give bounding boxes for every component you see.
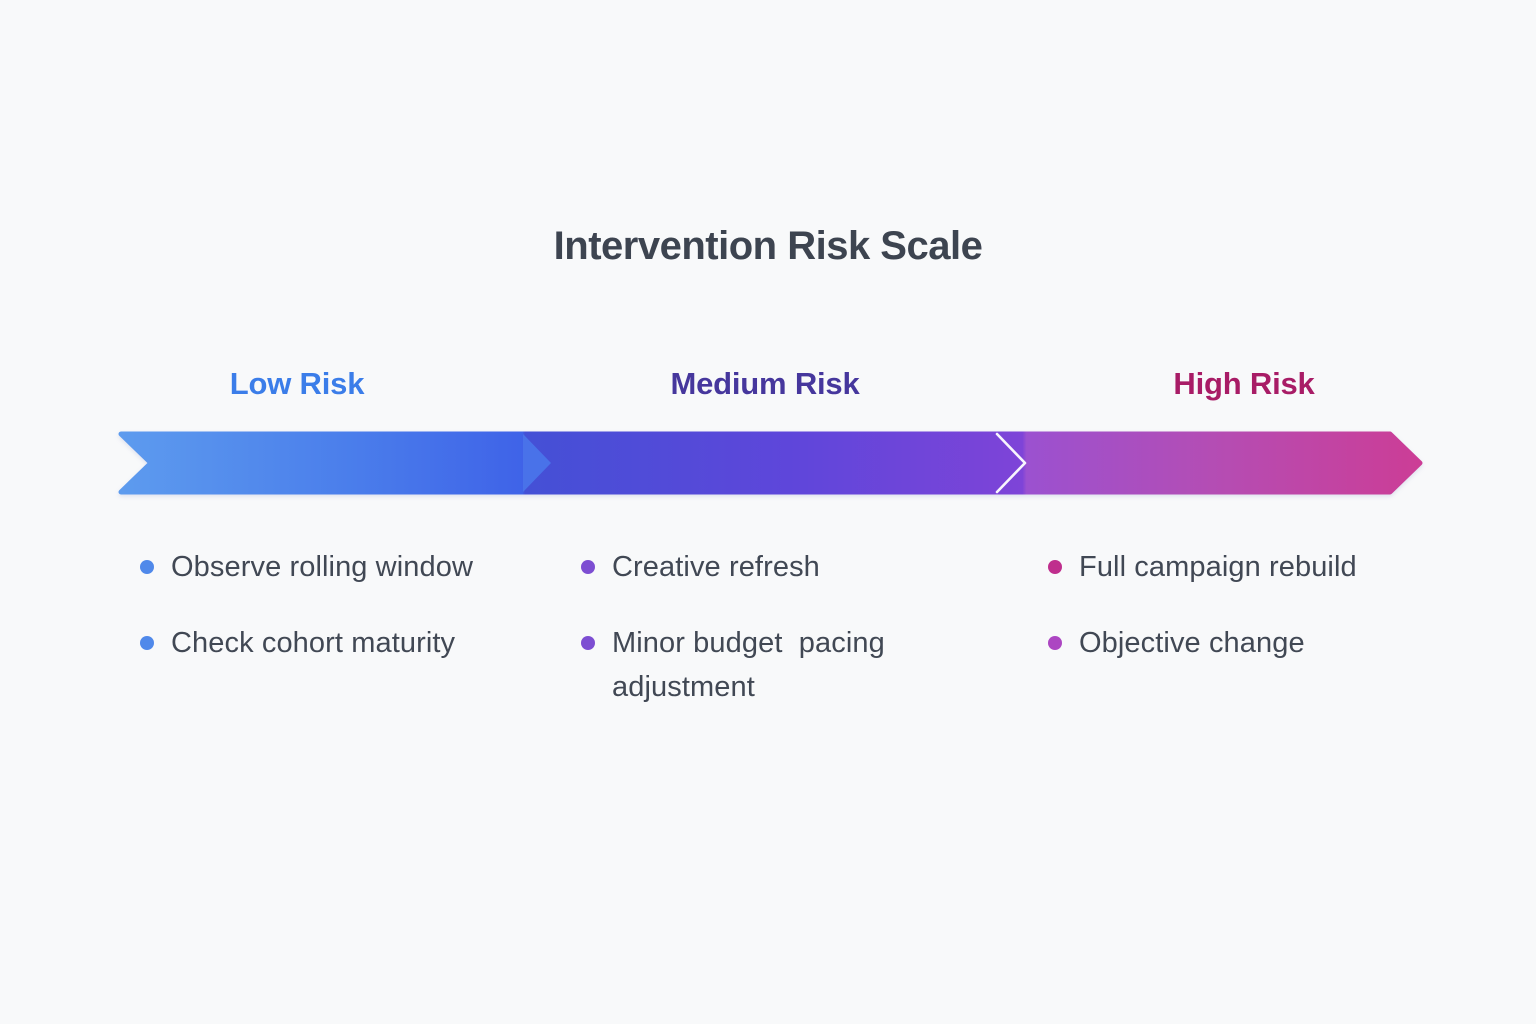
arrow-low-medium-chevron xyxy=(523,434,551,492)
list-item-label: Check cohort maturity xyxy=(171,627,456,659)
list-item: Creative refresh xyxy=(581,545,961,589)
risk-gradient-arrow xyxy=(118,431,1423,495)
bullet-dot-icon xyxy=(1048,560,1062,574)
list-item: Objective change xyxy=(1048,621,1448,665)
list-item: Full campaign rebuild xyxy=(1048,545,1448,589)
list-item-label: Full campaign rebuild xyxy=(1079,551,1357,583)
arrow-medium-high-divider xyxy=(995,432,1027,494)
list-item-label: Creative refresh xyxy=(612,551,820,583)
segment-label-medium-risk: Medium Risk xyxy=(670,366,860,401)
list-item: Observe rolling window xyxy=(140,545,560,589)
bullet-dot-icon xyxy=(1048,636,1062,650)
bullet-list-low-risk: Observe rolling window Check cohort matu… xyxy=(140,545,560,697)
bullet-dot-icon xyxy=(581,636,595,650)
bullet-list-high-risk: Full campaign rebuild Objective change xyxy=(1048,545,1448,697)
segment-label-low-risk: Low Risk xyxy=(229,366,365,401)
list-item-label: Minor budget pacing adjustment xyxy=(612,627,894,703)
bullet-list-medium-risk: Creative refresh Minor budget pacing adj… xyxy=(581,545,961,741)
bullet-dot-icon xyxy=(140,560,154,574)
bullet-dot-icon xyxy=(140,636,154,650)
list-item: Minor budget pacing adjustment xyxy=(581,621,961,709)
segment-label-high-risk: High Risk xyxy=(1173,366,1315,401)
arrow-body xyxy=(118,431,1423,495)
page-title: Intervention Risk Scale xyxy=(553,224,983,268)
list-item-label: Observe rolling window xyxy=(171,551,473,583)
bullet-dot-icon xyxy=(581,560,595,574)
list-item-label: Objective change xyxy=(1079,627,1305,659)
list-item: Check cohort maturity xyxy=(140,621,560,665)
